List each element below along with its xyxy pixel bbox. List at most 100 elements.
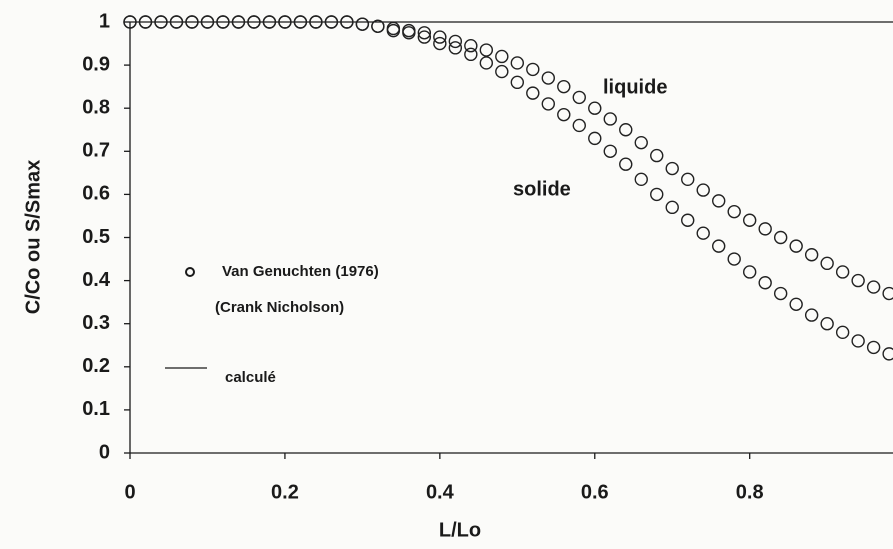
x-tick-label: 0.4 xyxy=(426,481,455,503)
data-point xyxy=(402,26,416,40)
data-point xyxy=(588,131,602,146)
y-tick-label: 0.7 xyxy=(82,140,110,162)
y-tick-label: 1 xyxy=(99,10,110,32)
series-label: solide xyxy=(513,178,571,200)
data-point xyxy=(773,230,788,245)
data-point xyxy=(804,308,819,322)
data-point xyxy=(681,172,695,187)
data-point xyxy=(510,75,525,90)
data-point xyxy=(557,79,571,94)
data-point xyxy=(262,15,277,29)
data-point xyxy=(510,56,525,70)
y-tick-label: 0.9 xyxy=(82,53,110,75)
data-point xyxy=(758,276,772,290)
data-point xyxy=(216,15,230,29)
data-point xyxy=(866,280,881,294)
data-point xyxy=(789,239,803,253)
data-point xyxy=(355,17,370,31)
data-point xyxy=(293,15,308,29)
y-tick-label: 0 xyxy=(99,441,110,463)
data-point xyxy=(541,97,555,111)
data-point xyxy=(696,226,710,240)
data-point xyxy=(309,15,323,29)
data-point xyxy=(417,30,432,44)
y-tick-label: 0.6 xyxy=(82,183,110,205)
data-point xyxy=(154,15,168,29)
data-point xyxy=(619,123,633,137)
data-point xyxy=(557,107,571,122)
y-tick-label: 0.8 xyxy=(82,96,110,118)
data-point xyxy=(742,213,757,227)
data-point xyxy=(541,71,555,85)
data-point xyxy=(851,334,865,348)
data-point xyxy=(882,286,893,301)
data-point xyxy=(650,187,664,202)
data-point xyxy=(665,200,679,215)
data-point xyxy=(448,41,463,55)
data-point xyxy=(417,26,432,40)
data-point xyxy=(572,90,586,105)
data-point xyxy=(619,157,633,171)
data-point xyxy=(464,39,478,53)
data-point xyxy=(495,64,509,79)
data-point xyxy=(123,15,137,29)
data-point xyxy=(464,47,478,62)
data-point xyxy=(866,340,881,355)
data-point xyxy=(773,286,788,301)
data-point xyxy=(634,172,648,187)
x-tick-label: 0.8 xyxy=(736,481,764,503)
data-point xyxy=(882,347,893,361)
data-point xyxy=(433,30,447,44)
data-point xyxy=(448,34,463,49)
data-point xyxy=(835,265,850,279)
data-point xyxy=(820,256,834,271)
data-point xyxy=(712,239,726,253)
data-point xyxy=(804,248,819,262)
legend-label: (Crank Nicholson) xyxy=(215,299,344,316)
data-point xyxy=(681,213,695,227)
legend-label: Van Genuchten (1976) xyxy=(222,263,379,280)
y-tick-label: 0.5 xyxy=(82,226,110,248)
data-point xyxy=(742,265,757,279)
x-tick-label: 0.6 xyxy=(581,481,609,503)
data-point xyxy=(231,15,246,29)
data-point xyxy=(479,56,494,70)
data-point xyxy=(278,15,292,29)
data-point xyxy=(138,15,153,29)
data-point xyxy=(650,148,664,163)
y-tick-label: 0.2 xyxy=(82,355,110,377)
data-point xyxy=(324,15,339,29)
data-point xyxy=(526,62,540,77)
data-point xyxy=(247,15,261,29)
data-point xyxy=(371,19,385,34)
data-point xyxy=(835,325,850,340)
data-point xyxy=(603,112,617,126)
data-point xyxy=(696,183,710,197)
legend-marker xyxy=(185,267,195,277)
data-point xyxy=(665,161,679,176)
data-point xyxy=(169,15,184,29)
data-point xyxy=(758,222,772,236)
data-point xyxy=(727,204,741,219)
data-point xyxy=(789,297,803,312)
y-tick-label: 0.4 xyxy=(82,269,111,291)
data-point xyxy=(851,273,865,288)
data-point xyxy=(386,23,401,38)
legend-label: calculé xyxy=(225,369,276,386)
data-point xyxy=(588,101,602,115)
y-tick-label: 0.3 xyxy=(82,312,110,334)
data-point xyxy=(634,135,648,150)
data-point xyxy=(200,15,215,29)
data-point xyxy=(603,144,617,159)
data-point xyxy=(820,317,834,331)
series-label: liquide xyxy=(603,76,667,98)
data-point xyxy=(572,118,586,133)
x-tick-label: 0 xyxy=(124,481,135,503)
data-point xyxy=(712,194,726,208)
y-axis-label: C/Co ou S/Smax xyxy=(22,160,44,314)
data-point xyxy=(479,43,494,57)
data-point xyxy=(433,36,447,51)
x-axis-label: L/Lo xyxy=(439,519,481,541)
data-point xyxy=(495,49,509,64)
